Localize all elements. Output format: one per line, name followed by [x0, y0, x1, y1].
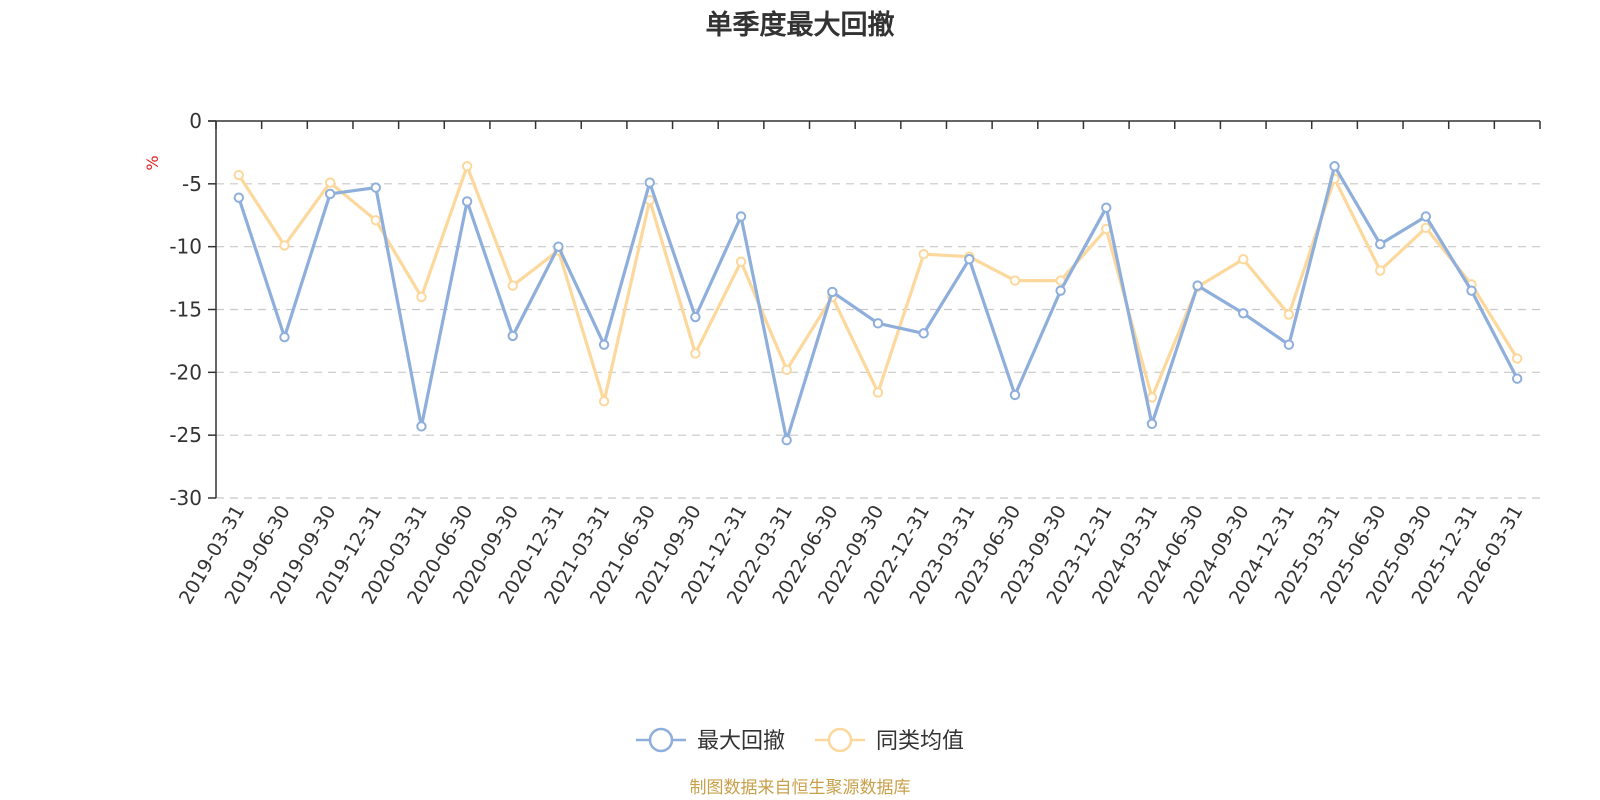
data-point[interactable] [324, 177, 336, 188]
data-point[interactable] [370, 182, 381, 193]
data-point[interactable] [1283, 309, 1295, 320]
y-tick-label: -25 [169, 423, 202, 447]
y-tick-label: -20 [169, 360, 202, 384]
y-tick-label: -15 [169, 298, 202, 322]
grid-lines [216, 183, 1540, 499]
data-point[interactable] [461, 196, 473, 207]
data-point[interactable] [279, 240, 290, 251]
y-axis-unit: % [143, 155, 162, 170]
chart-title: 单季度最大回撤 [706, 9, 895, 41]
data-point[interactable] [1329, 161, 1340, 172]
data-source-note: 制图数据来自恒生聚源数据库 [690, 778, 911, 798]
legend-item-1[interactable]: 最大回撤 [636, 727, 785, 754]
data-point[interactable] [690, 348, 701, 359]
legend-item-2[interactable]: 同类均值 [815, 727, 964, 754]
data-point[interactable] [507, 330, 518, 342]
data-point[interactable] [690, 311, 701, 323]
data-point[interactable] [1192, 280, 1203, 291]
series-group [233, 161, 1523, 446]
y-tick-labels: 0 -5 -10 -15 -20 -25 -30 [169, 109, 202, 510]
data-point[interactable] [1238, 308, 1249, 319]
legend-label: 最大回撤 [697, 729, 785, 754]
data-point[interactable] [1420, 222, 1432, 234]
data-point[interactable] [1511, 353, 1523, 364]
y-tick-label: -5 [182, 172, 202, 196]
data-point[interactable] [781, 364, 792, 376]
data-point[interactable] [598, 339, 610, 350]
data-point[interactable] [1009, 389, 1021, 401]
y-tick-label: -30 [169, 486, 202, 510]
data-point[interactable] [279, 331, 290, 343]
data-point[interactable] [872, 318, 884, 329]
data-point[interactable] [1283, 339, 1295, 350]
data-point[interactable] [964, 254, 975, 265]
data-point[interactable] [1238, 254, 1249, 265]
data-point[interactable] [735, 256, 747, 267]
data-point[interactable] [918, 249, 929, 260]
legend-marker [827, 727, 853, 753]
series-2 [233, 161, 1523, 407]
y-tick-label: -10 [169, 235, 202, 259]
data-point[interactable] [507, 280, 518, 291]
data-point[interactable] [1375, 265, 1386, 276]
data-point[interactable] [1146, 392, 1158, 403]
series-line [237, 164, 1519, 442]
data-point[interactable] [370, 215, 381, 226]
data-point[interactable] [1466, 285, 1477, 296]
data-point[interactable] [1146, 418, 1158, 430]
data-point[interactable] [644, 177, 655, 188]
data-point[interactable] [918, 328, 929, 339]
data-point[interactable] [1055, 285, 1066, 296]
legend[interactable]: 最大回撤 同类均值 [636, 727, 964, 754]
data-point[interactable] [461, 161, 473, 172]
data-point[interactable] [598, 396, 610, 407]
x-tick-labels: 2019-03-312019-06-302019-09-302019-12-31… [175, 502, 1528, 609]
axes [208, 120, 1541, 499]
data-point[interactable] [416, 421, 427, 432]
data-point[interactable] [1009, 275, 1021, 286]
data-point[interactable] [1375, 238, 1386, 250]
data-point[interactable] [872, 387, 884, 398]
data-point[interactable] [735, 211, 747, 222]
legend-marker [648, 727, 674, 753]
data-point[interactable] [781, 434, 792, 446]
data-point[interactable] [1511, 373, 1523, 384]
data-point[interactable] [827, 286, 838, 298]
data-point[interactable] [233, 169, 245, 181]
data-point[interactable] [553, 241, 564, 252]
data-point[interactable] [1101, 202, 1112, 213]
y-tick-label: 0 [189, 109, 202, 133]
legend-label: 同类均值 [876, 729, 964, 754]
series-1 [233, 161, 1523, 446]
data-point[interactable] [416, 291, 427, 303]
data-point[interactable] [233, 192, 245, 203]
data-point[interactable] [1420, 211, 1432, 222]
data-point[interactable] [324, 188, 336, 200]
